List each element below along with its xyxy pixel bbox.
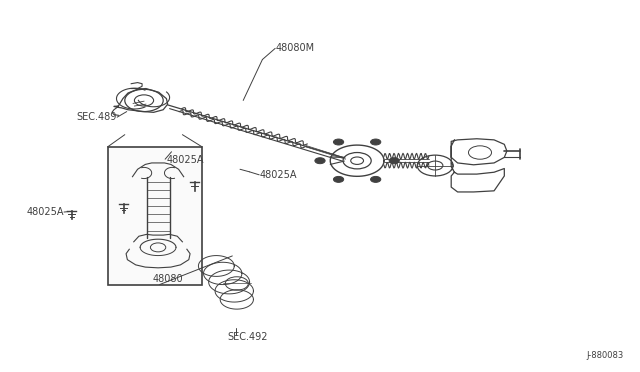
Circle shape (371, 139, 381, 145)
Text: 48025A: 48025A (26, 207, 64, 217)
Circle shape (333, 139, 344, 145)
Text: 48025A: 48025A (259, 170, 297, 180)
Text: J-880083: J-880083 (587, 351, 624, 360)
Text: SEC.489: SEC.489 (77, 112, 117, 122)
Text: 48080: 48080 (152, 274, 183, 284)
Text: SEC.492: SEC.492 (227, 332, 268, 341)
Text: 48080M: 48080M (275, 44, 314, 53)
Text: 48025A: 48025A (166, 155, 204, 165)
Circle shape (389, 158, 399, 164)
Bar (108, 147, 202, 285)
Circle shape (371, 176, 381, 182)
Circle shape (315, 158, 325, 164)
Circle shape (333, 176, 344, 182)
